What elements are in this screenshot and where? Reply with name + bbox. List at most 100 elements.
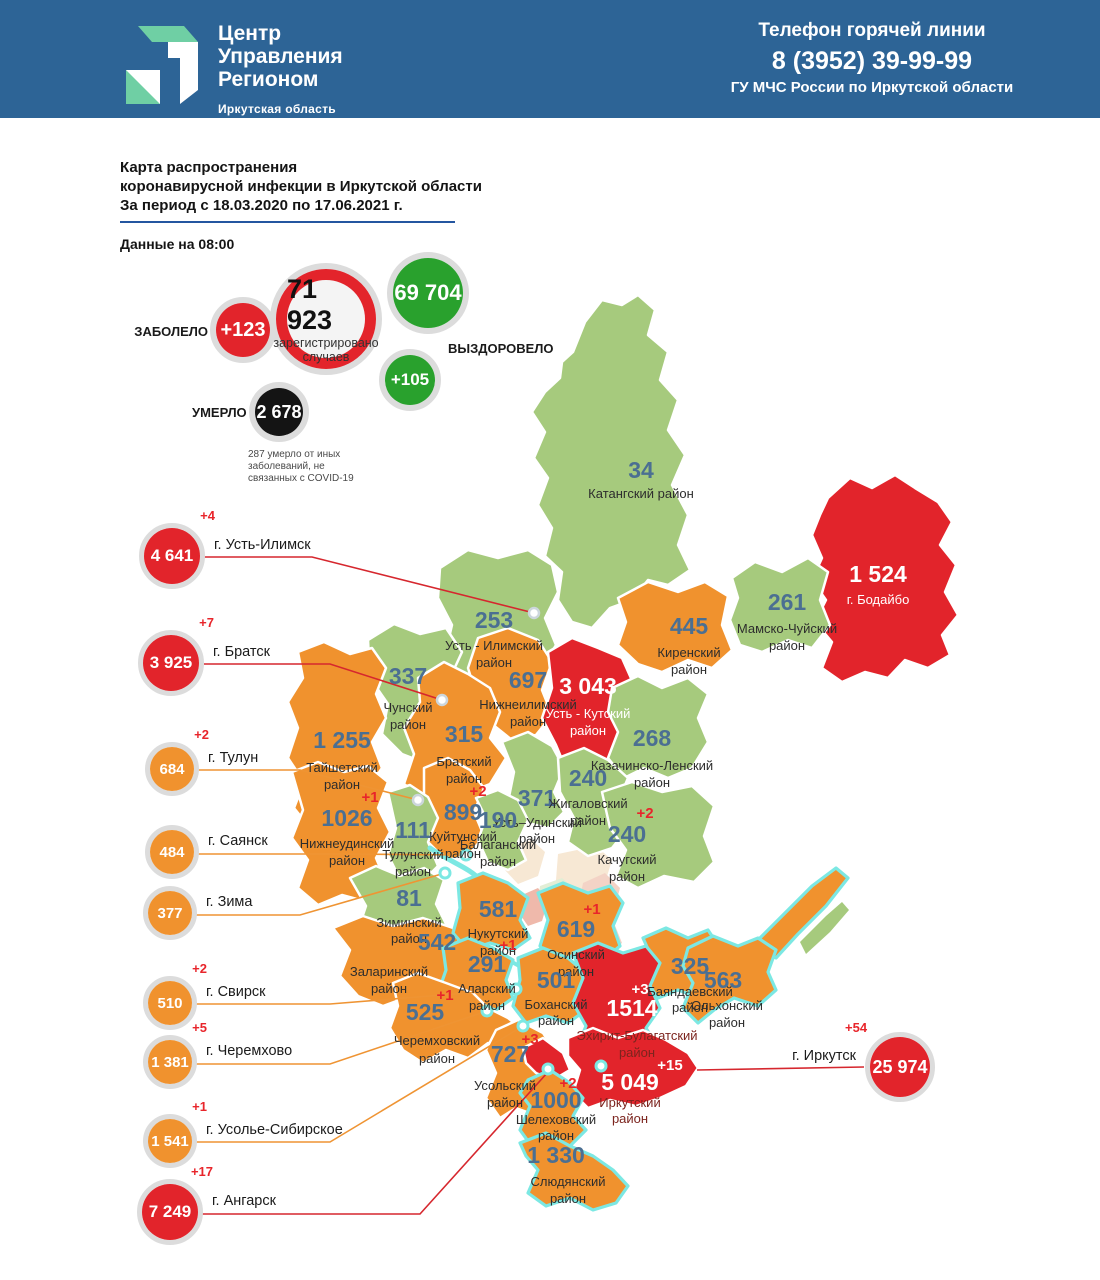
svg-text:Ольхонский: Ольхонский (691, 998, 763, 1013)
svg-text:Качугский: Качугский (598, 852, 657, 867)
svg-text:Нижнеудинский: Нижнеудинский (300, 836, 394, 851)
line-svirsk (196, 988, 517, 1005)
title-underline (120, 221, 455, 223)
svg-text:район: район (558, 964, 594, 979)
svg-text:1 330: 1 330 (527, 1142, 585, 1168)
svg-text:291: 291 (468, 951, 507, 977)
line-sayansk (198, 853, 467, 856)
svg-text:+15: +15 (657, 1057, 682, 1074)
svg-text:район: район (419, 1051, 455, 1066)
district-label-mamsko-chuysky: 261 Мамско-Чуйский район (737, 589, 837, 653)
city-stat-zima: 377 г. Зима (143, 886, 252, 940)
district-shape-slyudyansky (518, 1131, 630, 1212)
city-label: г. Ангарск (212, 1193, 276, 1210)
svg-text:+1: +1 (499, 937, 516, 954)
svg-text:район: район (672, 1000, 708, 1015)
svg-text:Киренский: Киренский (657, 645, 720, 660)
district-label-nizhneudinsky: +1 1026 Нижнеудинский район (300, 789, 394, 868)
district-label-zalarinsky: 542 Заларинский район (350, 929, 456, 996)
district-label-taishetsky: 1 255 Тайшетский район (306, 727, 378, 792)
svg-text:371: 371 (518, 785, 557, 811)
line-usolye (196, 1025, 524, 1143)
district-label-slyudyansky: 1 330 Слюдянский район (527, 1142, 605, 1206)
svg-text:190: 190 (479, 807, 517, 833)
city-delta: +1 (192, 1099, 207, 1114)
header: Центр Управления Регионом Иркутская обла… (0, 0, 1100, 118)
sick-delta-circle: +123 (210, 297, 276, 363)
svg-text:445: 445 (670, 613, 709, 639)
district-shape-katangsky (530, 293, 692, 630)
recovered-circle: 69 704 (387, 252, 469, 334)
svg-text:501: 501 (537, 967, 576, 993)
svg-text:34: 34 (628, 457, 654, 483)
svg-text:+1: +1 (583, 901, 600, 918)
svg-text:Усольский: Усольский (474, 1078, 536, 1093)
svg-text:Эхирит-Булагатский: Эхирит-Булагатский (576, 1028, 697, 1043)
district-label-ust-udinsky: 371 Усть–Удинский район (492, 785, 582, 846)
district-shape-kachugsky (600, 780, 716, 890)
district-label-shelekhovsky: +2 1000 Шелеховский район (516, 1075, 596, 1143)
svg-text:район: район (538, 1013, 574, 1028)
dot-tulun (411, 793, 425, 807)
svg-text:1 255: 1 255 (313, 727, 371, 753)
svg-text:Боханский: Боханский (524, 997, 587, 1012)
district-shape-balagansky (474, 788, 530, 872)
page-title: Карта распространения коронавирусной инф… (120, 158, 482, 254)
total-cases-circle: 71 923 зарегистрировано случаев (270, 263, 382, 375)
city-label: г. Черемхово (206, 1043, 293, 1060)
svg-text:район: район (324, 777, 360, 792)
city-stat-tulun: 684 +2 г. Тулун (145, 727, 258, 796)
svg-text:район: район (390, 717, 426, 732)
svg-text:253: 253 (475, 607, 513, 633)
sick-label: ЗАБОЛЕЛО (134, 324, 208, 339)
svg-text:район: район (769, 638, 805, 653)
city-delta: +4 (200, 508, 215, 523)
hotline-title: Телефон горячей линии (758, 20, 986, 41)
logo-line2: Управления (218, 45, 343, 68)
svg-text:111: 111 (395, 817, 431, 843)
cur-logo-icon (126, 26, 198, 104)
svg-text:619: 619 (557, 916, 595, 942)
svg-text:+3: +3 (521, 1031, 538, 1048)
svg-text:район: район (671, 662, 707, 677)
city-delta: +2 (192, 961, 207, 976)
city-stat-irkutsk: 25 974 +54 г. Иркутск (792, 1020, 935, 1102)
svg-text:район: район (634, 775, 670, 790)
svg-text:Куйтунский: Куйтунский (429, 829, 497, 844)
svg-text:268: 268 (633, 725, 672, 751)
svg-text:район: район (570, 723, 606, 738)
svg-text:район: район (395, 864, 431, 879)
svg-text:Баяндаевский: Баяндаевский (647, 984, 733, 999)
district-label-usolsky: +3 727 Усольский район (474, 1031, 539, 1110)
district-label-bodaibo: 1 524 г. Бодайбо (847, 561, 910, 607)
district-shape-bokhansky (511, 946, 588, 1025)
line-angarsk (200, 1071, 549, 1215)
died-footnote: 287 умерло от иных заболеваний, не связа… (248, 449, 354, 484)
city-delta: +7 (199, 615, 214, 630)
district-label-kirensky: 445 Киренский район (657, 613, 720, 677)
district-label-alarsky: +1 291 Аларский район (458, 937, 516, 1013)
dot-zima (438, 866, 452, 880)
dot-bratsk (435, 693, 449, 707)
district-shape-kirensky (616, 580, 734, 674)
svg-text:Братский: Братский (436, 754, 491, 769)
title-line1: Карта распространения (120, 159, 298, 176)
district-label-ziminsky: 81 Зиминский район (376, 885, 441, 946)
svg-text:район: район (487, 1095, 523, 1110)
city-delta: +5 (192, 1020, 207, 1035)
city-label: г. Усть-Илимск (214, 537, 311, 554)
svg-text:Мамско-Чуйский: Мамско-Чуйский (737, 621, 837, 636)
svg-text:г. Бодайбо: г. Бодайбо (847, 592, 910, 607)
district-shape-mamsko-chuysky (728, 556, 832, 654)
city-label: г. Саянск (208, 833, 268, 850)
svg-text:1000: 1000 (530, 1087, 581, 1113)
city-stat-cheremkhovo: 1 381 +5 г. Черемхово (143, 1020, 292, 1089)
total-cases-value: 71 923 (287, 274, 333, 335)
svg-text:район: район (609, 869, 645, 884)
city-delta: +2 (194, 727, 209, 742)
svg-text:Нижнеилимский: Нижнеилимский (479, 697, 577, 712)
svg-text:697: 697 (509, 667, 547, 693)
svg-text:район: район (391, 931, 427, 946)
district-label-balagansky: 190 Балаганский район (460, 807, 536, 869)
